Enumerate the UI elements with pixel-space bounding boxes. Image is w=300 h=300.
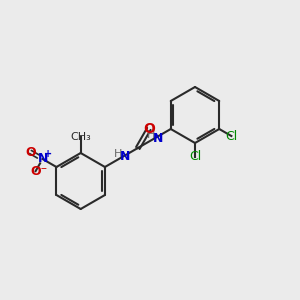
Text: H: H bbox=[114, 149, 122, 159]
Text: Cl: Cl bbox=[189, 151, 201, 164]
Text: N: N bbox=[120, 151, 130, 164]
Text: Cl: Cl bbox=[225, 130, 238, 142]
Text: O: O bbox=[143, 122, 155, 136]
Text: O⁻: O⁻ bbox=[30, 165, 47, 178]
Text: O: O bbox=[25, 146, 36, 158]
Text: +: + bbox=[44, 149, 52, 159]
Text: N: N bbox=[38, 152, 48, 166]
Text: CH₃: CH₃ bbox=[70, 132, 91, 142]
Text: N: N bbox=[153, 131, 164, 145]
Text: H: H bbox=[147, 130, 155, 140]
